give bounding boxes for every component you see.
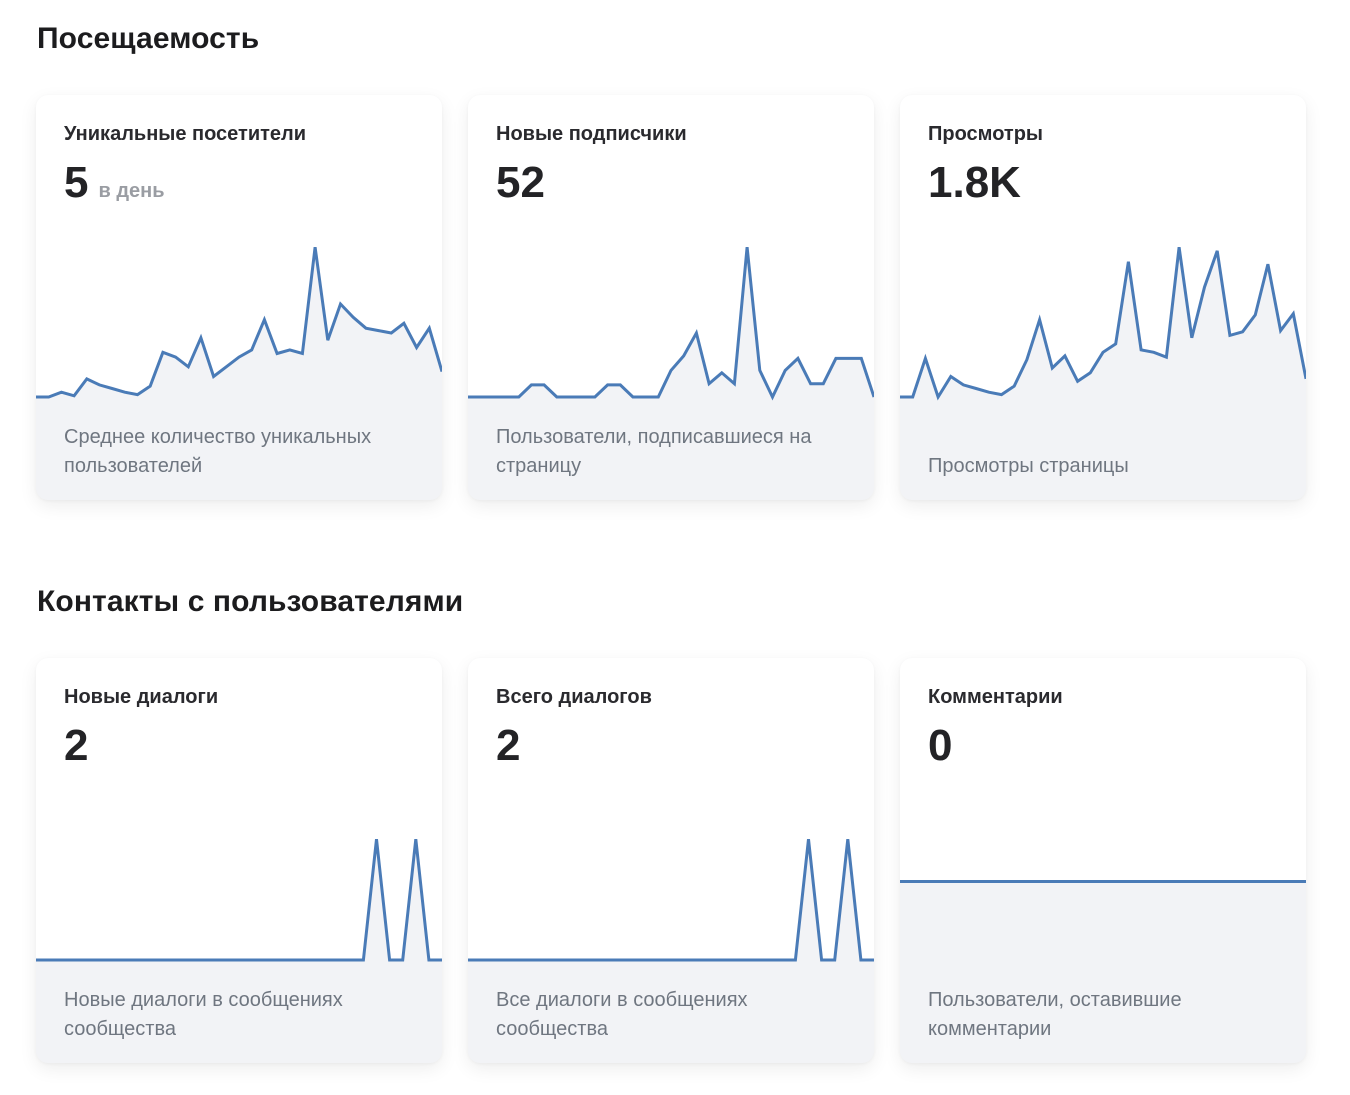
card-value: 5 в день <box>64 161 165 205</box>
card-description: Новые диалоги в сообщениях сообщества <box>64 989 343 1040</box>
chart-background <box>468 658 874 960</box>
card-title: Комментарии <box>928 686 1063 708</box>
stat-card-unique-visitors[interactable]: Уникальные посетители 5 в день Среднее к… <box>36 95 442 500</box>
sparkline-chart <box>36 658 442 962</box>
chart-background <box>900 95 1306 397</box>
stat-card-new-subscribers[interactable]: Новые подписчики 52 Пользователи, подпис… <box>468 95 874 500</box>
sparkline-chart <box>468 95 874 401</box>
card-title: Новые подписчики <box>496 123 687 145</box>
card-value-number: 2 <box>64 721 89 770</box>
chart-background <box>36 658 442 960</box>
card-title: Уникальные посетители <box>64 123 307 145</box>
section-title-attendance: Посещаемость <box>37 22 260 55</box>
chart-series-line <box>468 247 874 401</box>
stat-card-new-dialogs[interactable]: Новые диалоги 2 Новые диалоги в сообщени… <box>36 658 442 1063</box>
card-value: 1.8K <box>928 161 1021 205</box>
card-title: Всего диалогов <box>496 686 652 708</box>
card-description: Пользователи, оставившие комментарии <box>928 989 1182 1040</box>
sparkline-chart <box>900 658 1306 883</box>
card-value-unit: в день <box>98 180 165 202</box>
card-title: Просмотры <box>928 123 1044 145</box>
card-title: Новые диалоги <box>64 686 219 708</box>
card-value-number: 1.8K <box>928 158 1021 207</box>
sparkline-chart <box>900 95 1306 401</box>
card-value-number: 0 <box>928 721 953 770</box>
chart-series-line <box>36 246 442 399</box>
section-title-user-contacts: Контакты с пользователями <box>37 585 464 618</box>
card-value-number: 5 <box>64 158 89 207</box>
card-description: Просмотры страницы <box>928 455 1129 477</box>
chart-series-line <box>468 839 874 962</box>
card-value-number: 52 <box>496 158 545 207</box>
stat-card-views[interactable]: Просмотры 1.8K Просмотры страницы <box>900 95 1306 500</box>
chart-background <box>36 95 442 397</box>
card-value: 2 <box>64 724 88 768</box>
sparkline-chart <box>36 95 442 399</box>
stat-card-total-dialogs[interactable]: Всего диалогов 2 Все диалоги в сообщения… <box>468 658 874 1063</box>
card-description: Пользователи, подписавшиеся на страницу <box>496 426 812 477</box>
chart-series-line <box>900 246 1306 401</box>
chart-series-line <box>36 839 442 962</box>
card-value: 0 <box>928 724 952 768</box>
sparkline-chart <box>468 658 874 962</box>
card-value: 52 <box>496 161 545 205</box>
card-description: Все диалоги в сообщениях сообщества <box>496 989 748 1040</box>
stat-card-comments[interactable]: Комментарии 0 Пользователи, оставившие к… <box>900 658 1306 1063</box>
card-description: Среднее количество уникальных пользовате… <box>64 426 372 477</box>
chart-background <box>900 658 1306 882</box>
chart-background <box>468 95 874 397</box>
card-value-number: 2 <box>496 721 521 770</box>
card-value: 2 <box>496 724 520 768</box>
